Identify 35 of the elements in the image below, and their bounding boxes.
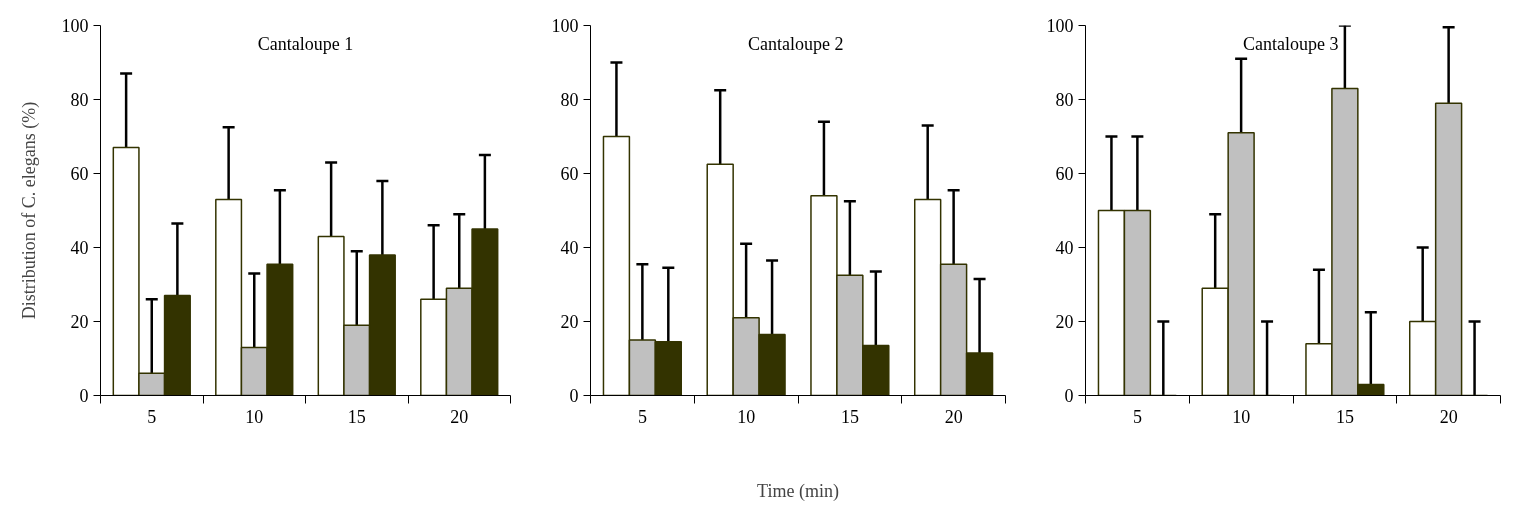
y-tick-label: 20	[1055, 312, 1074, 332]
x-tick-label: 15	[347, 406, 366, 427]
y-tick-label: 60	[70, 164, 89, 184]
y-tick-label: 0	[1064, 386, 1074, 406]
chart-title: Cantaloupe 1	[257, 33, 354, 54]
y-tick-label: 60	[1055, 164, 1074, 184]
x-axis-title: Time (min)	[757, 480, 839, 502]
x-tick-label: 20	[1439, 406, 1458, 427]
chart-title: Cantaloupe 3	[1243, 33, 1339, 54]
y-tick-label: 40	[1055, 238, 1074, 258]
y-tick-label: 0	[569, 386, 579, 406]
x-tick-label: 5	[1132, 406, 1142, 427]
y-tick-label: 20	[70, 312, 89, 332]
y-tick-label: 100	[551, 16, 579, 36]
y-tick-label: 40	[70, 238, 89, 258]
chart-title: Cantaloupe 2	[748, 33, 844, 54]
y-tick-label: 80	[70, 90, 89, 110]
x-tick-label: 10	[1232, 406, 1251, 427]
y-tick-label: 0	[79, 386, 89, 406]
x-tick-label: 20	[944, 406, 963, 427]
x-tick-label: 5	[637, 406, 647, 427]
y-tick-label: 80	[560, 90, 579, 110]
y-tick-label: 60	[560, 164, 579, 184]
y-tick-label: 100	[61, 16, 89, 36]
x-tick-label: 10	[245, 406, 264, 427]
y-axis-title: Distribution of C. elegans (%)	[18, 101, 40, 320]
y-tick-label: 40	[560, 238, 579, 258]
y-tick-label: 80	[1055, 90, 1074, 110]
x-tick-label: 15	[1335, 406, 1354, 427]
x-tick-label: 5	[147, 406, 157, 427]
y-tick-label: 100	[1046, 16, 1074, 36]
y-tick-label: 20	[560, 312, 579, 332]
x-tick-label: 10	[737, 406, 756, 427]
x-tick-label: 15	[840, 406, 859, 427]
x-tick-label: 20	[450, 406, 469, 427]
